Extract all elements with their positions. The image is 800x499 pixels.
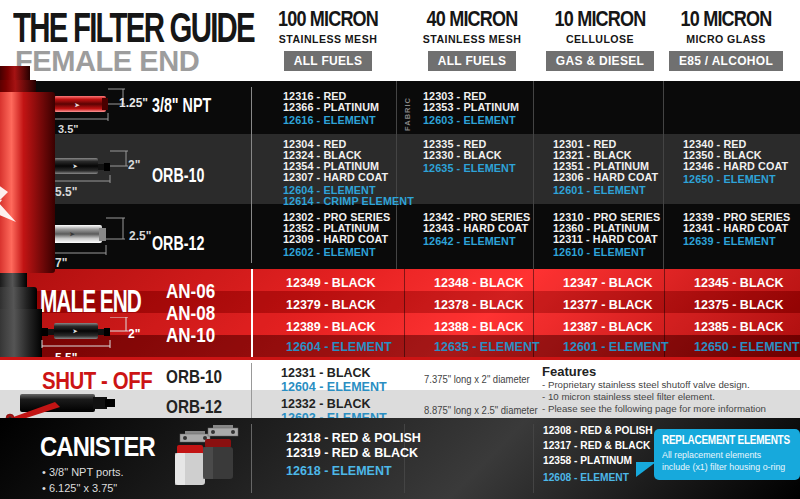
svg-text:➤: ➤ xyxy=(73,328,78,334)
